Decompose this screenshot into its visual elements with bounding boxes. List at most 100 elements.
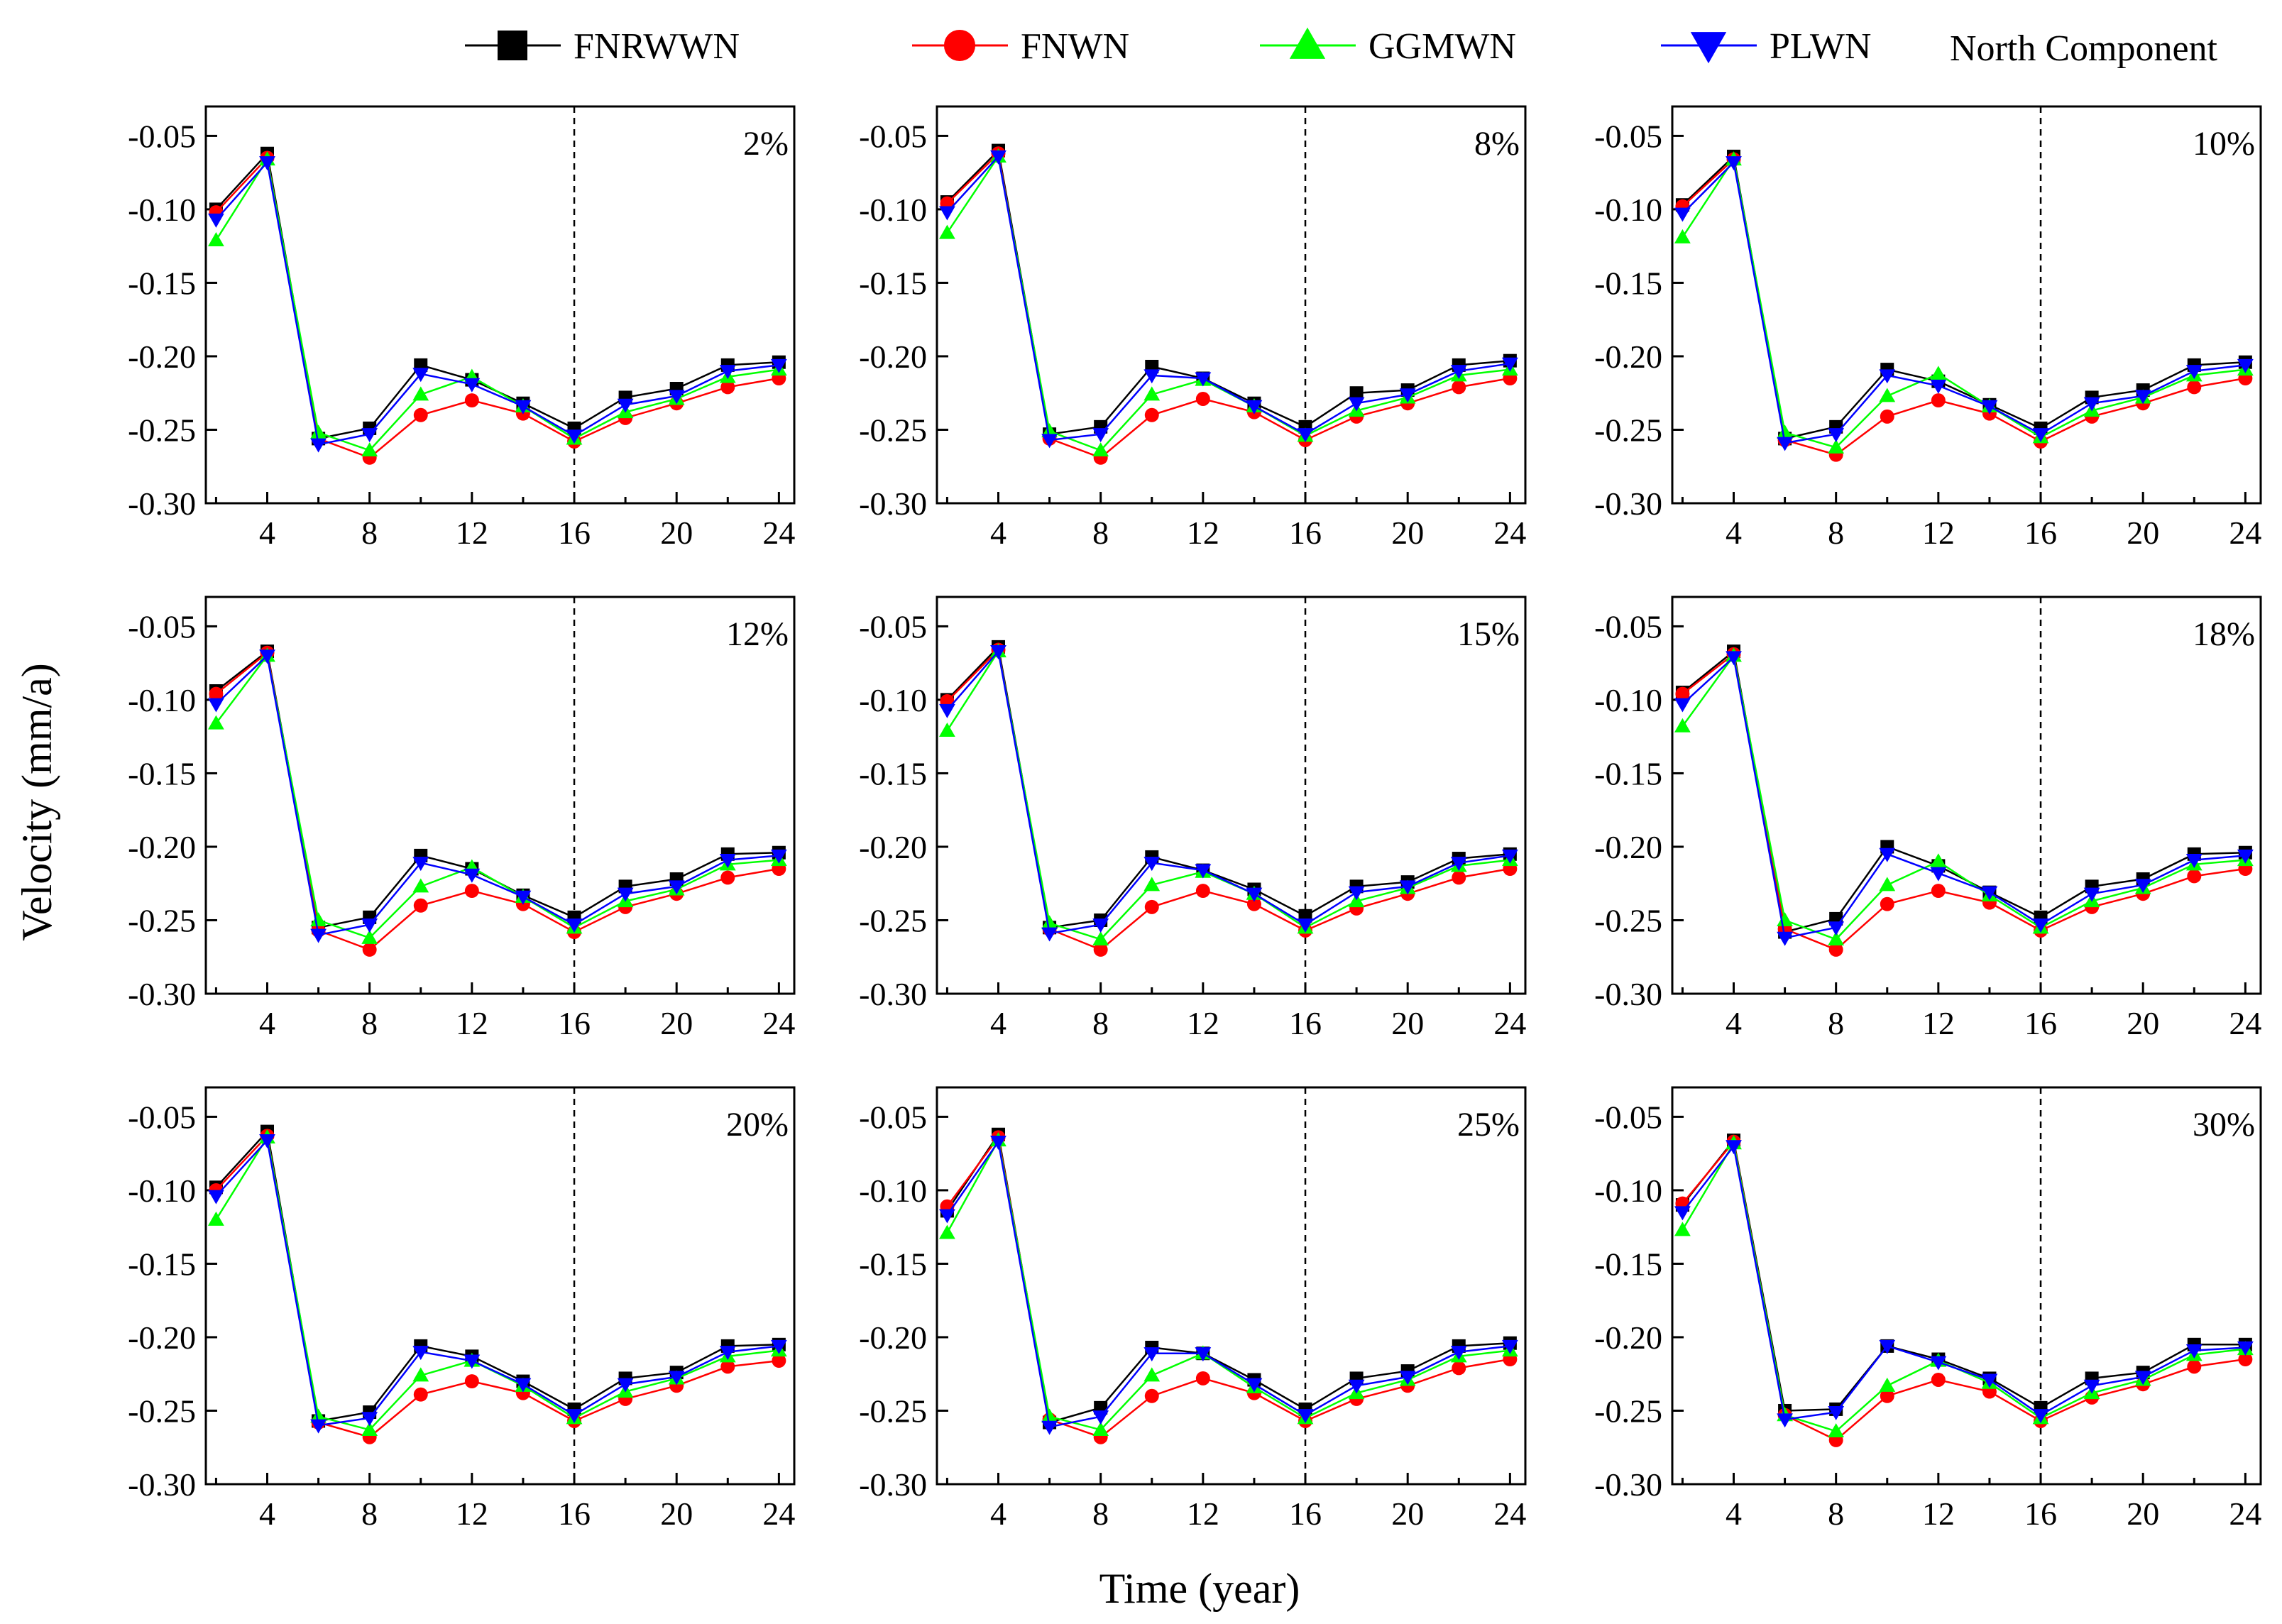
data-point: [208, 698, 224, 713]
data-point: [2237, 849, 2254, 864]
series-line: [1682, 655, 2246, 939]
y-tick-label: -0.20: [859, 1320, 927, 1356]
x-tick-label: 8: [1828, 1496, 1844, 1532]
data-point: [772, 1354, 786, 1368]
series-line: [946, 151, 1510, 459]
x-tick-label: 16: [2024, 1005, 2057, 1041]
x-tick-label: 4: [259, 515, 275, 551]
data-point: [1726, 651, 1742, 666]
series-fnrwwn: [1675, 1134, 2252, 1417]
series-fnrwwn: [1675, 644, 2252, 939]
data-point: [1501, 849, 1518, 864]
x-tick-label: 8: [1828, 515, 1844, 551]
y-tick-label: -0.05: [128, 1099, 196, 1135]
y-tick-label: -0.30: [128, 976, 196, 1012]
data-point: [259, 649, 275, 664]
data-point: [617, 398, 634, 413]
y-tick-label: -0.25: [128, 1393, 196, 1429]
data-point: [412, 1367, 429, 1382]
data-point: [1195, 884, 1210, 899]
data-point: [1777, 912, 1793, 927]
x-tick-label: 12: [456, 515, 488, 551]
data-point: [720, 870, 735, 885]
data-point: [310, 928, 327, 943]
data-point: [1674, 207, 1691, 222]
data-point: [939, 224, 955, 239]
data-point: [310, 438, 327, 453]
data-point: [1931, 393, 1946, 408]
y-tick-label: -0.10: [859, 682, 927, 718]
x-tick-label: 12: [1922, 1005, 1955, 1041]
data-point: [1092, 1421, 1109, 1436]
x-tick-label: 20: [660, 1496, 693, 1532]
y-tick-label: -0.25: [1594, 1393, 1662, 1429]
data-point: [413, 407, 428, 422]
x-tick-label: 20: [2127, 1496, 2159, 1532]
data-point: [668, 880, 685, 895]
panel-label: 8%: [1474, 125, 1520, 163]
data-point: [1452, 380, 1466, 395]
series-plwn: [1674, 651, 2254, 946]
x-tick-label: 16: [558, 1496, 591, 1532]
data-point: [413, 898, 428, 913]
data-point: [939, 723, 955, 737]
legend-label: PLWN: [1770, 26, 1871, 67]
x-tick-label: 4: [1726, 1005, 1742, 1041]
data-point: [770, 849, 787, 864]
series-ggmwn: [1674, 1135, 2254, 1438]
series-line: [946, 644, 1510, 929]
x-tick-label: 12: [1187, 1005, 1219, 1041]
series-fnrwwn: [940, 1127, 1517, 1430]
data-point: [1879, 1339, 1896, 1354]
data-point: [1828, 921, 1845, 936]
y-tick-label: -0.25: [859, 902, 927, 938]
legend-item-fnwn: FNWN: [912, 26, 1129, 67]
data-point: [1041, 1420, 1058, 1435]
series-plwn: [208, 1134, 787, 1434]
data-point: [1675, 686, 1690, 701]
y-tick-label: -0.20: [859, 339, 927, 375]
data-point: [990, 150, 1006, 165]
series-plwn: [939, 645, 1518, 942]
series-line: [1682, 1143, 2246, 1421]
data-point: [2032, 428, 2049, 443]
y-tick-label: -0.25: [859, 412, 927, 448]
data-point: [1828, 1406, 1845, 1420]
y-tick-label: -0.30: [859, 976, 927, 1012]
legend-item-plwn: PLWN: [1661, 26, 1871, 67]
series-line: [946, 1135, 1510, 1439]
x-tick-label: 4: [259, 1005, 275, 1041]
x-tick-label: 4: [990, 1005, 1006, 1041]
data-point: [1297, 1409, 1314, 1424]
data-point: [1828, 439, 1845, 454]
data-point: [310, 912, 327, 927]
series-line: [1682, 158, 2246, 456]
series-line: [215, 155, 779, 459]
series-line: [215, 1134, 779, 1431]
series-line: [946, 154, 1510, 441]
data-point: [1674, 1222, 1691, 1236]
plot-frame: [936, 596, 1527, 995]
x-tick-label: 12: [1922, 515, 1955, 551]
x-tick-label: 16: [558, 515, 591, 551]
data-point: [1777, 424, 1793, 439]
y-tick-label: -0.20: [1594, 339, 1662, 375]
y-tick-label: -0.15: [128, 755, 196, 791]
data-point: [1399, 880, 1416, 895]
series-ggmwn: [208, 151, 787, 457]
y-tick-label: -0.10: [1594, 192, 1662, 228]
data-point: [361, 918, 378, 933]
data-point: [1930, 853, 1947, 868]
data-point: [1879, 1377, 1896, 1392]
data-point: [1297, 428, 1314, 443]
data-point: [1143, 386, 1161, 401]
y-tick-label: -0.20: [859, 829, 927, 865]
x-tick-label: 20: [1391, 1496, 1424, 1532]
series-fnwn: [940, 1130, 1518, 1444]
data-point: [1144, 1388, 1159, 1403]
data-point: [1880, 409, 1894, 424]
data-point: [1726, 156, 1742, 171]
data-point: [1777, 437, 1793, 451]
x-tick-label: 8: [1092, 1496, 1109, 1532]
x-tick-label: 20: [1391, 1005, 1424, 1041]
